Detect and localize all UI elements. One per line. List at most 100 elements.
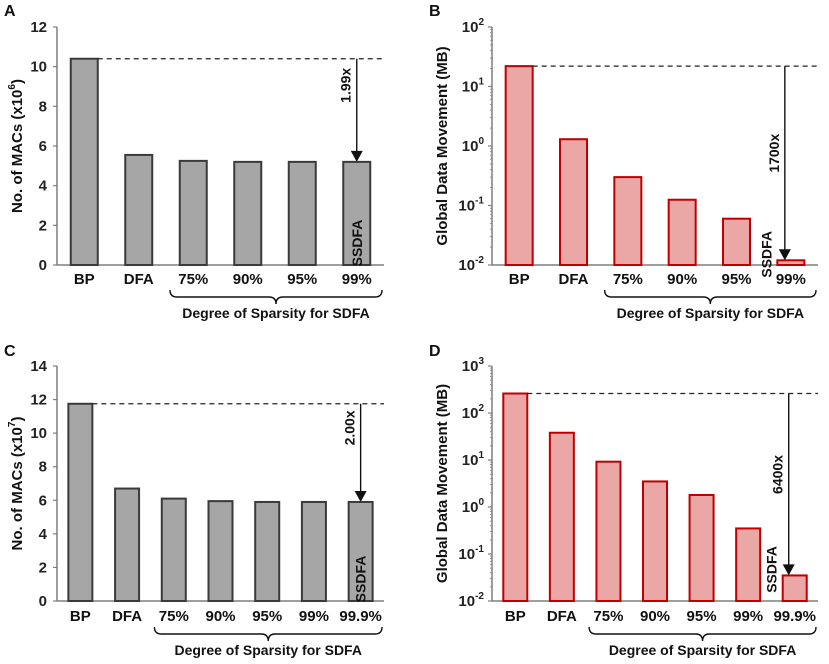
y-tick-label: 103 [462,356,485,375]
x-tick-label: 99% [299,608,329,625]
tick-exponent: 0 [478,136,484,147]
y-title-close: ) [9,417,26,422]
tick-base: 10 [458,257,475,274]
x-tick-label: 75% [613,271,643,288]
y-tick-label: 10 [30,425,47,442]
y-tick-label: 10-1 [458,544,484,563]
bar-95% [287,160,317,266]
bar-99% [300,500,327,603]
bar-90% [233,160,263,266]
group-brace [153,626,383,642]
x-tick-label: 75% [159,608,189,625]
tick-base: 10 [458,198,475,215]
reduction-arrow-head [782,564,795,576]
bar-BP [504,65,534,266]
y-title-exponent: 6 [7,84,18,90]
tick-exponent: -2 [475,255,484,266]
x-tick-label: 95% [252,608,282,625]
y-axis-title: No. of MACs (x106) [7,79,26,213]
group-label: Degree of Sparsity for SDFA [617,305,805,321]
bar-BP [69,57,99,266]
y-tick-label: 101 [462,450,485,469]
tick-exponent: 3 [478,356,484,367]
reduction-factor-label: 1700x [766,134,782,173]
y-tick-label: 101 [462,77,485,96]
y-tick-label: 12 [30,19,47,36]
x-tick-label: 95% [687,608,717,625]
y-title-main: Global Data Movement (MB) [434,384,451,583]
bar-90% [642,480,668,602]
x-tick-label: 90% [205,608,235,625]
y-title-exponent: 7 [7,421,18,427]
tick-base: 10 [462,138,479,155]
bar-75% [613,176,643,266]
x-tick-label: 99% [342,271,372,288]
x-tick-label: 99.9% [773,608,816,625]
highlight-label: SSDFA [758,231,774,278]
bar-95% [254,500,281,603]
panel-letter: D [429,343,441,360]
x-tick-label: 90% [667,271,697,288]
tick-exponent: -1 [475,544,484,555]
tick-base: 10 [462,19,479,36]
y-tick-label: 10 [30,59,47,76]
bar-95% [688,494,715,603]
highlight-label: SSDFA [764,546,780,593]
bar-DFA [124,153,154,266]
x-tick-label: 90% [233,271,263,288]
group-label: Degree of Sparsity for SDFA [182,305,370,321]
bar-99% [776,259,806,267]
tick-exponent: 1 [478,77,484,88]
tick-exponent: 2 [478,17,484,28]
y-tick-label: 102 [462,403,485,422]
x-tick-label: 99% [776,271,806,288]
y-tick-label: 12 [30,392,47,409]
x-tick-label: BP [505,608,526,625]
y-tick-label: 10-2 [458,591,484,610]
y-tick-label: 100 [462,497,485,516]
panel-letter: C [4,343,16,360]
tick-exponent: 1 [478,450,484,461]
bar-75% [178,159,208,266]
y-axis-title: No. of MACs (x107) [7,417,26,551]
bar-DFA [559,138,588,266]
highlight-label: SSDFA [349,220,365,267]
reduction-factor-label: 6400x [770,455,786,494]
y-tick-label: 10-1 [458,196,484,215]
panel-letter: B [429,3,441,20]
panel-letter: A [4,3,16,20]
group-brace [603,289,817,305]
x-tick-label: 99.9% [339,608,382,625]
x-tick-label: 95% [721,271,751,288]
y-title-main: Global Data Movement (MB) [434,46,451,245]
y-tick-label: 6 [39,492,47,509]
tick-base: 10 [462,358,479,375]
y-title-main: No. of MACs (x10 [9,427,26,550]
chart-panel-c: C 0 2 4 6 8 10 12 14 No. of MACs (x107) BP DFA 75% 90… [4,343,384,658]
group-brace [169,289,383,305]
x-tick-label: 75% [593,608,623,625]
highlight-label: SSDFA [353,556,369,603]
y-tick-label: 6 [39,138,47,155]
group-label: Degree of Sparsity for SDFA [174,642,362,658]
bar-DFA [548,431,575,603]
y-tick-label: 4 [39,178,48,195]
bar-75% [595,460,622,602]
y-tick-label: 4 [39,526,48,543]
bar-BP [502,392,529,602]
bar-BP [67,402,94,602]
tick-base: 10 [462,499,479,516]
y-tick-label: 2 [39,217,47,234]
bar-90% [207,500,234,602]
group-label: Degree of Sparsity for SDFA [609,642,797,658]
x-tick-label: 90% [640,608,670,625]
x-tick-label: BP [74,271,95,288]
y-tick-label: 10-2 [458,255,484,274]
y-tick-label: 102 [462,17,485,36]
reduction-factor-label: 2.00x [342,410,358,445]
bar-95% [722,217,751,266]
